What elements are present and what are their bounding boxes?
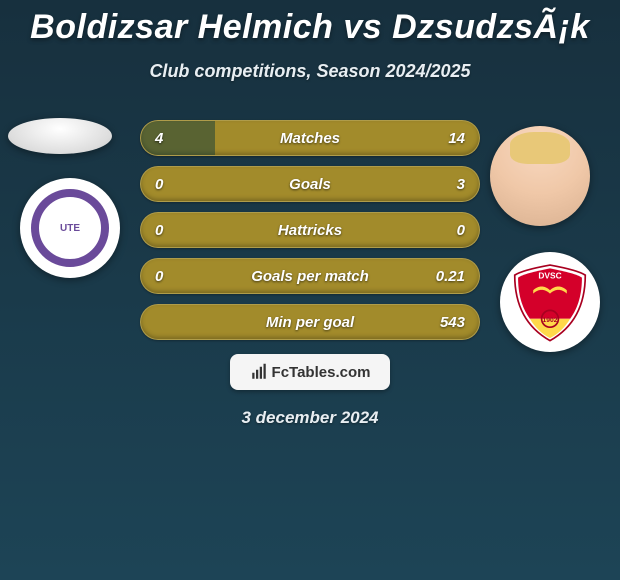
page-subtitle: Club competitions, Season 2024/2025 <box>0 61 620 82</box>
stat-row-matches: 4 Matches 14 <box>140 120 480 156</box>
stat-row-min-per-goal: Min per goal 543 <box>140 304 480 340</box>
svg-text:1902: 1902 <box>543 317 558 324</box>
stat-right-value: 3 <box>435 176 465 193</box>
stat-right-value: 543 <box>435 314 465 331</box>
svg-text:DVSC: DVSC <box>538 270 561 280</box>
bar-chart-icon <box>250 363 268 381</box>
club-right-crest: 1902 DVSC <box>500 252 600 352</box>
stat-label: Matches <box>141 130 479 147</box>
watermark-text: FcTables.com <box>272 364 371 381</box>
source-watermark[interactable]: FcTables.com <box>230 354 390 390</box>
stat-label: Goals <box>141 176 479 193</box>
stat-right-value: 14 <box>435 130 465 147</box>
club-left-abbr: UTE <box>47 205 93 251</box>
stat-row-goals-per-match: 0 Goals per match 0.21 <box>140 258 480 294</box>
stats-column: 4 Matches 14 0 Goals 3 0 Hattricks 0 0 G… <box>140 120 480 428</box>
stat-right-value: 0.21 <box>435 268 465 285</box>
generation-date: 3 december 2024 <box>140 408 480 428</box>
stat-row-goals: 0 Goals 3 <box>140 166 480 202</box>
stat-right-value: 0 <box>435 222 465 239</box>
club-left-crest: ★ ★ UTE <box>20 178 120 278</box>
page-title: Boldizsar Helmich vs DzsudzsÃ¡k <box>0 0 620 47</box>
stat-label: Goals per match <box>141 268 479 285</box>
player-right-avatar <box>490 126 590 226</box>
stat-label: Hattricks <box>141 222 479 239</box>
stat-label: Min per goal <box>141 314 479 331</box>
stat-row-hattricks: 0 Hattricks 0 <box>140 212 480 248</box>
player-left-avatar <box>8 118 112 154</box>
